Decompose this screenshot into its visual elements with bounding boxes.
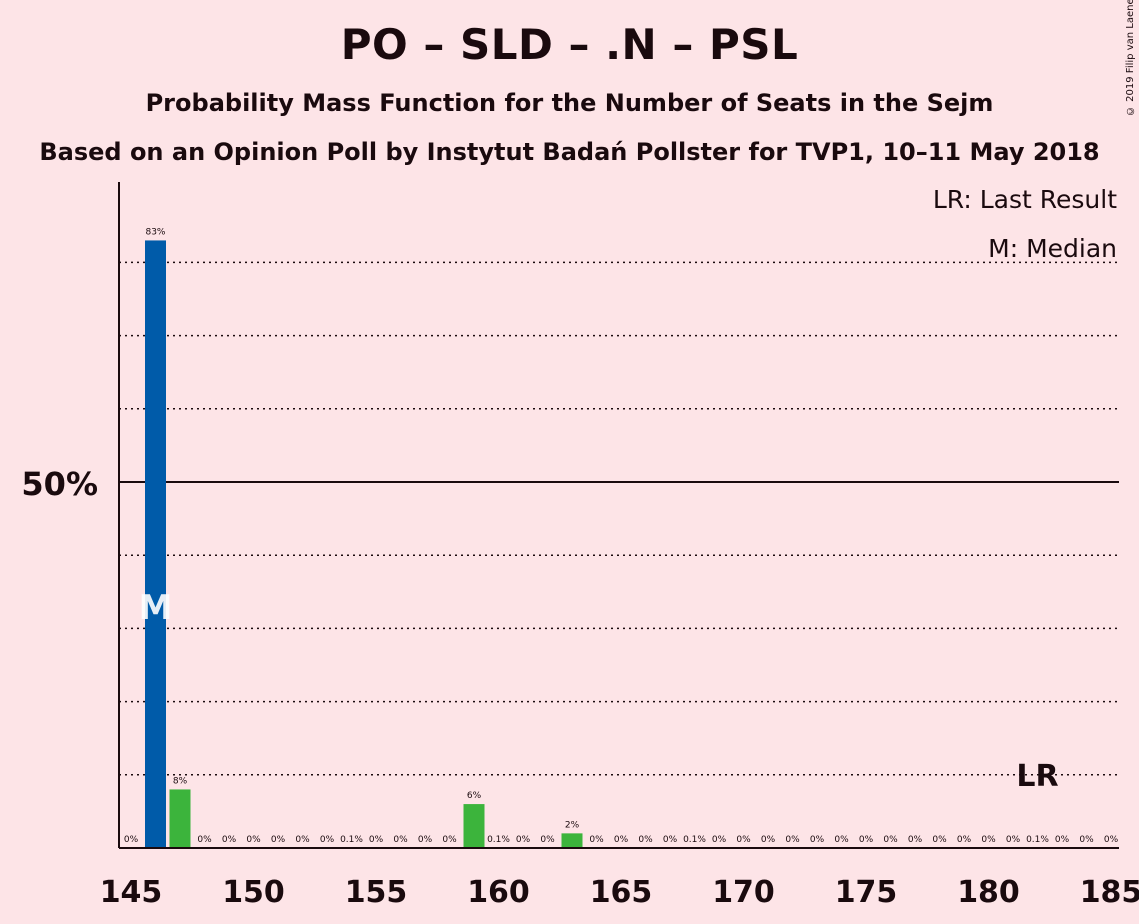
bar-label-seat-151: 0% bbox=[271, 835, 286, 845]
bar-label-seat-159: 6% bbox=[467, 791, 482, 801]
bar-label-seat-173: 0% bbox=[810, 835, 825, 845]
bar-label-seat-157: 0% bbox=[418, 835, 433, 845]
bar-label-seat-168: 0.1% bbox=[683, 835, 706, 845]
bar-label-seat-170: 0% bbox=[736, 835, 751, 845]
bar-seat-147 bbox=[169, 789, 191, 848]
x-tick-label-160: 160 bbox=[467, 875, 530, 910]
x-tick-label-180: 180 bbox=[957, 875, 1020, 910]
chart-title: PO – SLD – .N – PSL bbox=[340, 20, 799, 69]
x-tick-label-150: 150 bbox=[222, 875, 285, 910]
chart-source: Based on an Opinion Poll by Instytut Bad… bbox=[39, 138, 1100, 166]
bar-label-seat-164: 0% bbox=[589, 835, 604, 845]
bar-label-seat-184: 0% bbox=[1079, 835, 1094, 845]
bar-label-seat-176: 0% bbox=[883, 835, 898, 845]
bar-label-seat-153: 0% bbox=[320, 835, 335, 845]
bar-label-seat-166: 0% bbox=[638, 835, 653, 845]
legend-median: M: Median bbox=[988, 234, 1117, 263]
x-tick-label-165: 165 bbox=[590, 875, 653, 910]
x-tick-label-145: 145 bbox=[100, 875, 163, 910]
bar-label-seat-154: 0.1% bbox=[340, 835, 363, 845]
bar-label-seat-172: 0% bbox=[785, 835, 800, 845]
bar-seat-146 bbox=[145, 240, 166, 848]
bar-seat-163 bbox=[561, 833, 583, 848]
last-result-marker: LR bbox=[1016, 759, 1058, 794]
bar-label-seat-174: 0% bbox=[834, 835, 849, 845]
bar-label-seat-163: 2% bbox=[565, 820, 580, 830]
x-tick-label-170: 170 bbox=[712, 875, 775, 910]
bar-label-seat-149: 0% bbox=[222, 835, 237, 845]
legend-last-result: LR: Last Result bbox=[933, 185, 1117, 214]
bar-label-seat-181: 0% bbox=[1006, 835, 1021, 845]
bar-label-seat-178: 0% bbox=[932, 835, 947, 845]
bar-label-seat-180: 0% bbox=[981, 835, 996, 845]
median-marker: M bbox=[139, 588, 173, 628]
bar-label-seat-156: 0% bbox=[393, 835, 408, 845]
x-tick-label-185: 185 bbox=[1080, 875, 1139, 910]
bar-label-seat-155: 0% bbox=[369, 835, 384, 845]
chart-subtitle: Probability Mass Function for the Number… bbox=[145, 89, 994, 117]
bar-label-seat-146: 83% bbox=[145, 227, 165, 237]
bar-label-seat-169: 0% bbox=[712, 835, 727, 845]
bar-label-seat-175: 0% bbox=[859, 835, 874, 845]
gridlines bbox=[119, 261, 1119, 776]
axes: 145 150 155 160 165 170 175 180 185 50% bbox=[21, 182, 1139, 910]
bar-label-seat-162: 0% bbox=[540, 835, 555, 845]
x-tick-label-155: 155 bbox=[345, 875, 408, 910]
x-tick-label-175: 175 bbox=[835, 875, 898, 910]
bar-label-seat-147: 8% bbox=[173, 776, 188, 786]
bar-label-seat-185: 0% bbox=[1104, 835, 1119, 845]
bar-label-seat-158: 0% bbox=[442, 835, 457, 845]
bar-label-seat-152: 0% bbox=[295, 835, 310, 845]
bar-label-seat-148: 0% bbox=[197, 835, 212, 845]
legend: LR: Last Result M: Median bbox=[933, 185, 1117, 263]
bar-label-seat-160: 0.1% bbox=[487, 835, 510, 845]
bars: M bbox=[139, 240, 583, 848]
bar-seat-159 bbox=[463, 804, 485, 848]
bar-label-seat-150: 0% bbox=[246, 835, 261, 845]
bar-label-seat-177: 0% bbox=[908, 835, 923, 845]
bar-label-seat-165: 0% bbox=[614, 835, 629, 845]
bar-label-seat-145: 0% bbox=[124, 835, 139, 845]
bar-label-seat-171: 0% bbox=[761, 835, 776, 845]
bar-label-seat-183: 0% bbox=[1055, 835, 1070, 845]
bar-label-seat-179: 0% bbox=[957, 835, 972, 845]
y-tick-label-50: 50% bbox=[21, 465, 98, 503]
bar-label-seat-182: 0.1% bbox=[1026, 835, 1049, 845]
bar-label-seat-167: 0% bbox=[663, 835, 678, 845]
bar-label-seat-161: 0% bbox=[516, 835, 531, 845]
bar-labels: 0% 83% 8% 0% 0% 0% 0% 0% 0% 0.1% 0% 0% 0% 0% 6% 0.1% 0% 0… bbox=[124, 227, 1119, 845]
